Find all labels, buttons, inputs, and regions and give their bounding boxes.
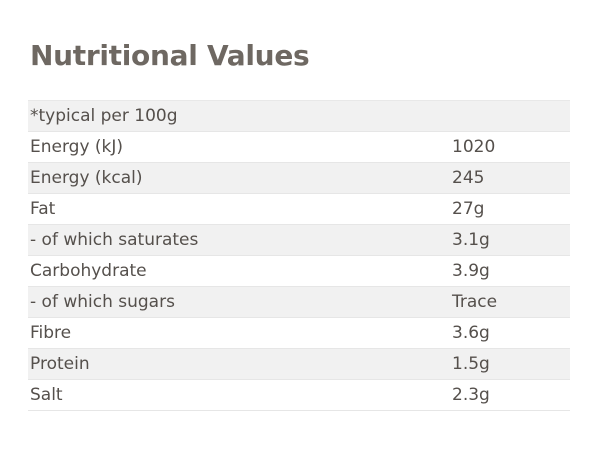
row-label: Energy (kcal) bbox=[30, 168, 143, 188]
row-label: Fat bbox=[30, 199, 56, 219]
row-value: Trace bbox=[452, 292, 498, 312]
row-label: Salt bbox=[30, 385, 63, 405]
table-row-carbohydrate: Carbohydrate 3.9g bbox=[28, 256, 570, 287]
row-value: 1020 bbox=[452, 137, 496, 157]
table-row-saturates: - of which saturates 3.1g bbox=[28, 225, 570, 256]
row-value: 3.1g bbox=[452, 230, 490, 250]
row-value: 3.9g bbox=[452, 261, 490, 281]
nutrition-table: *typical per 100g Energy (kJ) 1020 Energ… bbox=[28, 100, 570, 411]
table-row-energy-kj: Energy (kJ) 1020 bbox=[28, 132, 570, 163]
row-value: 2.3g bbox=[452, 385, 490, 405]
table-row-protein: Protein 1.5g bbox=[28, 349, 570, 380]
table-row-fibre: Fibre 3.6g bbox=[28, 318, 570, 349]
row-value: 27g bbox=[452, 199, 485, 219]
table-header-row: *typical per 100g bbox=[28, 101, 570, 132]
row-value: 3.6g bbox=[452, 323, 490, 343]
row-label: Fibre bbox=[30, 323, 72, 343]
row-label: - of which sugars bbox=[30, 292, 175, 312]
table-row-energy-kcal: Energy (kcal) 245 bbox=[28, 163, 570, 194]
table-row-salt: Salt 2.3g bbox=[28, 380, 570, 411]
page-title: Nutritional Values bbox=[30, 39, 310, 72]
row-label: Energy (kJ) bbox=[30, 137, 124, 157]
table-header-label: *typical per 100g bbox=[30, 106, 178, 126]
row-label: Carbohydrate bbox=[30, 261, 147, 281]
table-row-sugars: - of which sugars Trace bbox=[28, 287, 570, 318]
row-value: 1.5g bbox=[452, 354, 490, 374]
row-value: 245 bbox=[452, 168, 485, 188]
row-label: - of which saturates bbox=[30, 230, 199, 250]
row-label: Protein bbox=[30, 354, 90, 374]
table-row-fat: Fat 27g bbox=[28, 194, 570, 225]
